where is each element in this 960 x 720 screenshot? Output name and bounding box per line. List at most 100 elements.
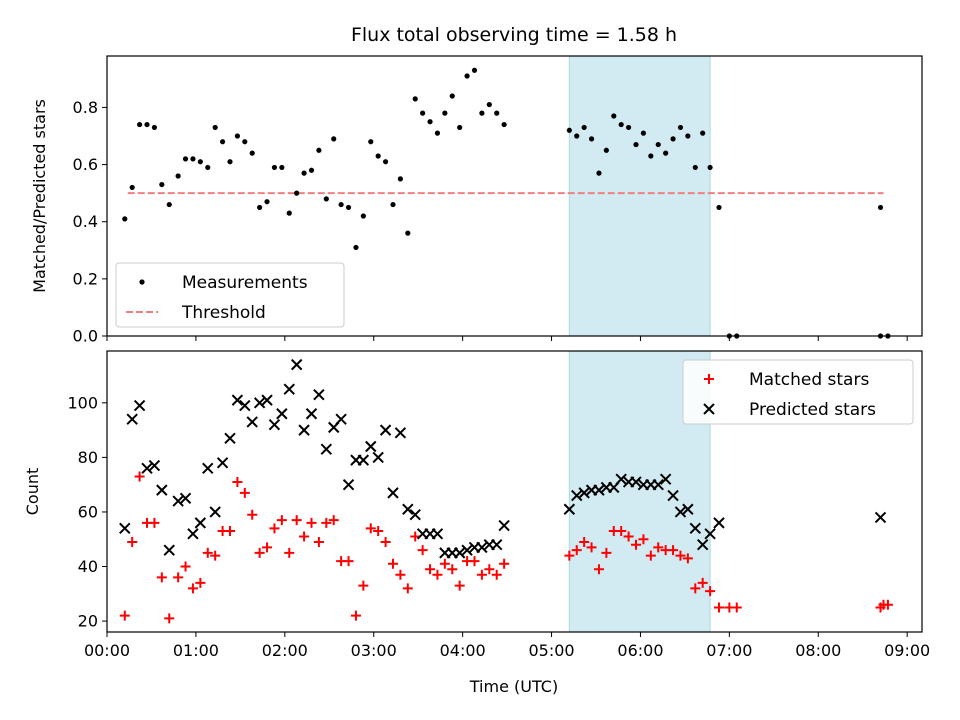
data-point: [417, 545, 428, 556]
data-point: [141, 462, 153, 475]
data-point: [298, 424, 310, 436]
data-point: [705, 586, 716, 597]
data-point: [394, 427, 407, 439]
x-tick-label: 00:00: [84, 641, 130, 660]
data-point: [373, 526, 384, 537]
data-point: [578, 487, 590, 499]
data-point: [674, 506, 687, 518]
data-point: [603, 147, 609, 153]
data-point: [264, 199, 270, 205]
legend: Measurements Threshold: [115, 262, 345, 328]
data-point: [434, 130, 441, 136]
data-point: [581, 124, 587, 131]
data-point: [323, 196, 329, 202]
legend-box: [115, 262, 345, 328]
data-point: [476, 569, 487, 580]
chart-title: Flux total observing time = 1.58 h: [351, 24, 677, 46]
data-point: [405, 230, 411, 236]
data-point: [144, 121, 150, 128]
data-point: [563, 503, 576, 515]
data-point: [432, 569, 443, 580]
legend-item: Threshold: [126, 303, 266, 323]
data-point: [350, 610, 361, 621]
data-point: [882, 599, 893, 610]
data-point: [382, 159, 389, 165]
data-point: [494, 110, 500, 116]
y-tick-label: 20: [78, 612, 98, 631]
data-point: [321, 517, 332, 528]
legend-label: Threshold: [181, 303, 266, 323]
data-point: [137, 121, 143, 128]
data-point: [246, 416, 258, 428]
data-point: [700, 130, 706, 136]
data-point: [279, 164, 285, 171]
data-point: [166, 201, 172, 208]
data-point: [685, 133, 691, 139]
data-point: [227, 159, 233, 165]
data-point: [615, 473, 627, 485]
data-point: [682, 503, 694, 515]
data-point: [692, 164, 698, 171]
data-point: [618, 121, 624, 128]
data-point: [129, 184, 135, 191]
data-point: [491, 569, 502, 580]
data-point: [261, 394, 273, 406]
y-tick-label: 0.2: [73, 269, 98, 288]
data-point: [707, 164, 713, 171]
data-point: [623, 531, 634, 542]
data-point: [164, 613, 175, 624]
data-point: [579, 536, 590, 547]
data-point: [119, 610, 130, 621]
data-point: [232, 476, 243, 487]
data-point: [195, 577, 206, 588]
data-point: [571, 545, 582, 556]
data-point: [387, 558, 398, 569]
data-point: [447, 564, 458, 575]
data-point: [380, 536, 391, 547]
data-point: [358, 580, 369, 591]
data-point: [677, 124, 684, 131]
data-point: [262, 542, 273, 553]
data-point: [294, 190, 300, 196]
data-point: [491, 538, 503, 551]
legend-item: Predicted stars: [703, 400, 876, 420]
data-point: [499, 558, 510, 569]
data-point: [564, 550, 575, 561]
data-point: [156, 572, 167, 583]
data-point: [690, 583, 701, 594]
data-point: [409, 508, 421, 521]
x-tick-label: 05:00: [528, 641, 574, 660]
data-point: [179, 492, 192, 505]
data-point: [663, 150, 669, 156]
x-tick-label: 03:00: [351, 641, 397, 660]
data-point: [316, 147, 322, 153]
data-point: [286, 210, 292, 216]
data-point: [353, 244, 359, 251]
data-point: [190, 156, 196, 162]
data-point: [216, 457, 229, 469]
x-axis-label: Time (UTC): [469, 677, 558, 696]
data-point: [461, 544, 473, 556]
data-point: [630, 476, 642, 488]
y-tick-label: 40: [78, 557, 98, 576]
data-point: [151, 124, 158, 131]
top-panel: 0.0 0.2 0.4 0.6 0.8 Matched/Predicted stars Me…: [30, 55, 923, 346]
data-point: [159, 181, 165, 188]
data-point: [874, 511, 887, 524]
data-point: [156, 484, 168, 496]
data-point: [454, 580, 465, 591]
data-point: [645, 550, 656, 561]
x-tick-label: 06:00: [617, 641, 663, 660]
x-tick-label: 08:00: [795, 641, 841, 660]
data-point: [675, 550, 686, 561]
y-tick-label: 0.0: [73, 327, 98, 346]
data-point: [668, 545, 679, 556]
data-point: [368, 139, 374, 145]
data-point: [633, 141, 639, 148]
legend-label: Matched stars: [749, 370, 869, 390]
data-point: [713, 602, 724, 613]
data-point: [653, 542, 664, 553]
legend-item: Measurements: [139, 273, 308, 293]
data-point: [290, 358, 303, 371]
data-point: [271, 164, 278, 171]
